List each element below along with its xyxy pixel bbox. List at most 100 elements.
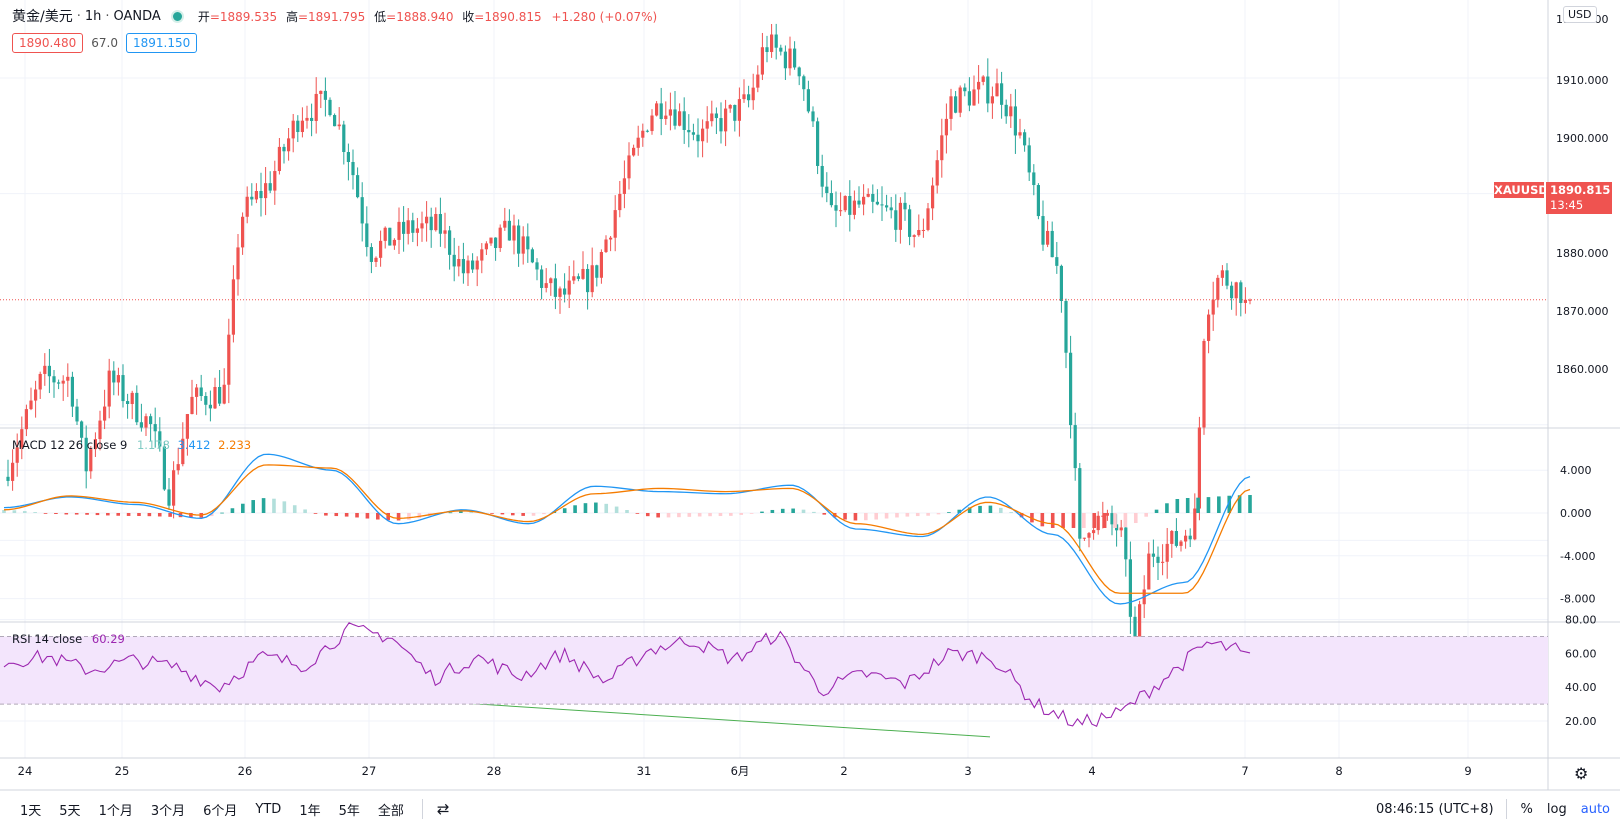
candle-body <box>98 420 102 440</box>
candle-body <box>995 83 999 97</box>
range-1y[interactable]: 1年 <box>299 803 321 819</box>
macd-hist-bar <box>1206 497 1211 513</box>
candle-body <box>977 81 981 90</box>
candle-body <box>250 196 254 200</box>
candle-body <box>843 195 847 211</box>
goto-date-icon[interactable]: ⇄ <box>436 800 450 818</box>
percent-toggle[interactable]: % <box>1520 801 1533 817</box>
candle-body <box>190 396 194 415</box>
candle-body <box>356 175 360 198</box>
candle-body <box>379 240 383 258</box>
candle <box>374 256 378 267</box>
candle <box>935 150 939 194</box>
candle-body <box>498 227 502 249</box>
candle <box>323 77 327 117</box>
macd-hist-bar <box>604 503 609 513</box>
macd-hist-bar <box>1165 503 1169 513</box>
range-1d[interactable]: 1天 <box>20 803 42 819</box>
range-6m[interactable]: 6个月 <box>203 803 238 819</box>
bid-price[interactable]: 1890.480 <box>12 33 84 53</box>
range-5d[interactable]: 5天 <box>59 803 81 819</box>
change-value: +1.280 (+0.07%) <box>551 9 658 24</box>
macd-hist-bar <box>594 502 598 513</box>
candle <box>990 86 994 119</box>
candle-body <box>797 67 801 77</box>
range-5y[interactable]: 5年 <box>338 803 360 819</box>
candle <box>20 416 24 460</box>
macd-hist-bar <box>729 513 733 516</box>
settings-gear-icon[interactable]: ⚙ <box>1574 764 1589 783</box>
candle-body <box>1170 531 1174 544</box>
candle-body <box>1216 277 1220 300</box>
candle-body <box>990 96 994 104</box>
candle <box>599 249 603 284</box>
candle <box>678 103 682 127</box>
candle <box>287 127 291 161</box>
candle-body <box>139 422 143 428</box>
candle <box>457 245 461 277</box>
macd-hist-bar <box>355 513 359 518</box>
range-ytd[interactable]: YTD <box>255 801 282 817</box>
rsi-legend[interactable]: RSI 14 close 60.29 <box>12 632 125 646</box>
candle <box>1101 501 1105 529</box>
candle-body <box>949 96 953 119</box>
candle-body <box>517 225 521 254</box>
countdown-value: 13:45 <box>1550 198 1584 212</box>
interval-label[interactable]: 1h <box>84 8 102 24</box>
candle <box>300 107 304 138</box>
candle-body <box>802 76 806 90</box>
candle-body <box>816 121 820 166</box>
candle-body <box>429 216 433 231</box>
range-all[interactable]: 全部 <box>377 803 404 819</box>
symbol-name[interactable]: 黄金/美元 <box>12 9 73 25</box>
log-toggle[interactable]: log <box>1546 801 1567 817</box>
macd-hist-bar <box>272 498 276 513</box>
candle-body <box>1230 285 1234 299</box>
range-1m[interactable]: 1个月 <box>98 803 133 819</box>
candle-body <box>944 118 948 136</box>
macd-hist-bar <box>230 508 235 513</box>
macd-hist-bar <box>22 511 27 513</box>
candle <box>540 265 544 300</box>
range-3m[interactable]: 3个月 <box>150 803 186 819</box>
candle-body <box>310 117 314 121</box>
candle <box>866 188 870 198</box>
macd-hist-bar <box>33 512 37 513</box>
ask-price[interactable]: 1891.150 <box>125 33 198 53</box>
candle-body <box>728 104 732 109</box>
candle-body <box>218 386 222 404</box>
candle-body <box>167 489 171 506</box>
candle <box>195 383 199 415</box>
candle <box>241 212 245 255</box>
macd-hist-bar <box>324 513 328 516</box>
macd-hist-bar <box>645 513 650 517</box>
candle-body <box>268 183 272 191</box>
candle-body <box>1101 515 1105 517</box>
macd-hist-bar <box>677 513 681 518</box>
candle <box>714 107 718 135</box>
candle-body <box>1000 83 1004 105</box>
candle-body <box>11 462 15 481</box>
candle <box>664 101 668 125</box>
clock-display[interactable]: 08:46:15 (UTC+8) <box>1375 801 1494 817</box>
candle-body <box>1211 299 1215 315</box>
currency-badge[interactable]: USD <box>1563 6 1597 23</box>
candle-body <box>52 376 56 383</box>
candle <box>507 209 511 241</box>
legend-header[interactable]: 黄金/美元 · 1h · OANDA 开=1889.535 高=1891.795… <box>12 6 657 26</box>
macd-hist-bar <box>157 513 162 517</box>
auto-toggle[interactable]: auto <box>1580 801 1610 817</box>
candle-body <box>6 476 10 481</box>
candle-body <box>466 260 470 274</box>
macd-hist-bar <box>1133 513 1138 524</box>
low-label: 低 <box>374 9 387 24</box>
candle-body <box>227 334 231 385</box>
candle-body <box>880 204 884 206</box>
rsi-tick-label: 60.00 <box>1565 647 1597 660</box>
candle <box>760 32 764 81</box>
macd-hist-bar <box>947 512 951 513</box>
candle-body <box>770 34 774 53</box>
macd-hist-bar <box>1123 513 1128 528</box>
macd-legend[interactable]: MACD 12 26 close 9 1.178 3.412 2.233 <box>12 438 251 452</box>
